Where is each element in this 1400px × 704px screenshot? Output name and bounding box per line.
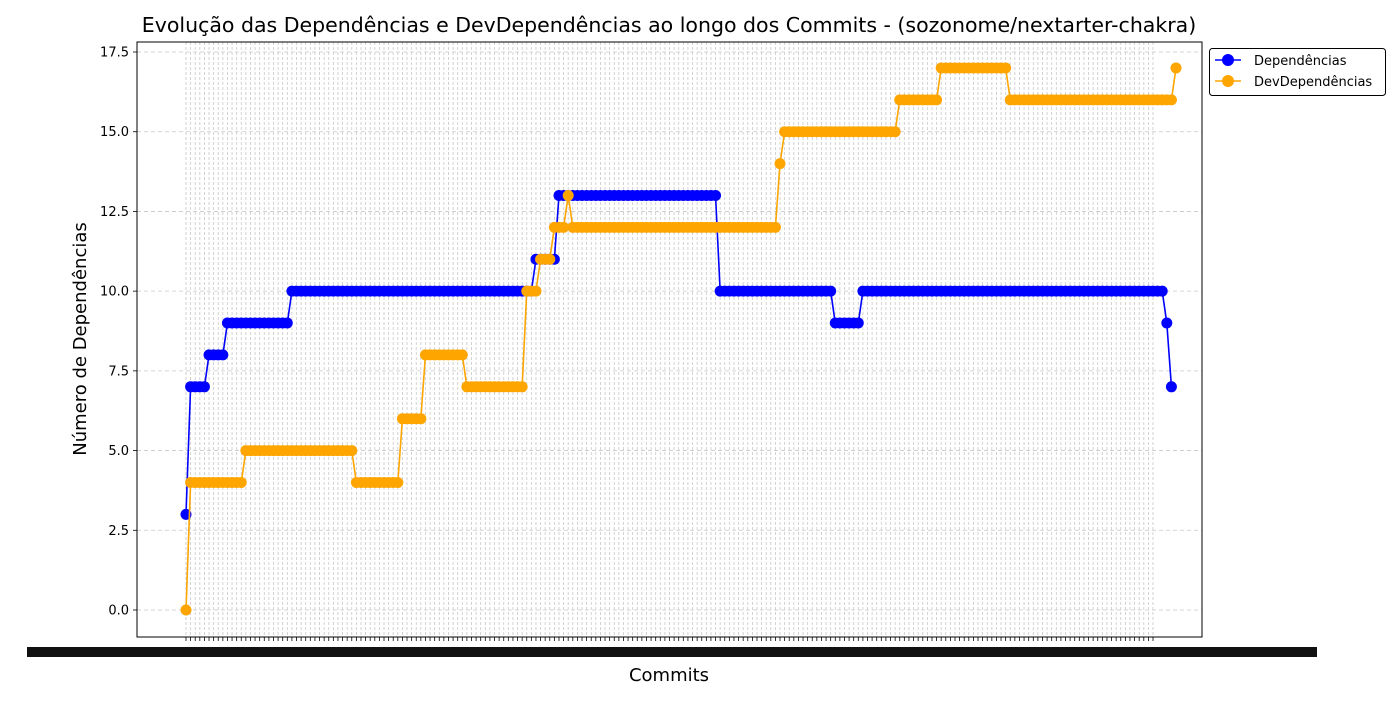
chart-title: Evolução das Dependências e DevDependênc… [142, 13, 1196, 37]
y-tick-label: 2.5 [108, 524, 129, 539]
data-point [217, 349, 229, 361]
data-point [1170, 62, 1182, 74]
data-point [558, 221, 570, 233]
data-point [1156, 285, 1168, 297]
data-point [1161, 317, 1173, 329]
y-axis-label: Número de Dependências [70, 222, 91, 456]
data-point [235, 476, 247, 488]
horizontal-grid [137, 51, 1202, 611]
y-ticks: 0.0 2.5 5.0 7.5 10.0 12.5 15.0 17.5 [100, 46, 137, 619]
legend-marker-dependencias [1222, 54, 1234, 66]
plot-frame [136, 41, 1203, 638]
data-point [1000, 62, 1012, 74]
data-point [769, 221, 781, 233]
series-line [185, 67, 1177, 611]
data-point [516, 381, 528, 393]
legend: Dependências DevDependências [1209, 48, 1386, 96]
legend-marker-devdependencias [1222, 75, 1234, 87]
data-point [180, 604, 192, 616]
data-point [198, 381, 210, 393]
y-tick-label: 10.0 [100, 285, 129, 300]
legend-label-devdependencias: DevDependências [1254, 75, 1372, 90]
y-tick-label: 5.0 [108, 444, 129, 459]
data-point [852, 317, 864, 329]
y-tick-label: 15.0 [100, 125, 129, 140]
data-point [889, 126, 901, 138]
data-point [931, 94, 943, 106]
data-point [774, 158, 786, 170]
series-1 [180, 62, 1182, 616]
data-point [346, 445, 358, 457]
data-point [392, 476, 404, 488]
data-point [1165, 94, 1177, 106]
data-point [456, 349, 468, 361]
data-point [415, 413, 427, 425]
y-tick-label: 12.5 [100, 205, 129, 220]
data-point [710, 189, 722, 201]
vertical-grid [185, 42, 1154, 637]
data-point [544, 253, 556, 265]
x-axis-label: Commits [629, 665, 709, 686]
data-point [530, 285, 542, 297]
y-tick-label: 7.5 [108, 364, 129, 379]
y-tick-label: 17.5 [100, 46, 129, 61]
y-tick-label: 0.0 [108, 604, 129, 619]
series-layer [180, 62, 1182, 616]
data-point [1165, 381, 1177, 393]
legend-label-dependencias: Dependências [1254, 54, 1347, 69]
data-point [562, 189, 574, 201]
series-0 [180, 189, 1177, 520]
x-ticks [27, 637, 1317, 657]
legend-frame [1209, 48, 1386, 96]
x-tick-label-band [27, 647, 1317, 657]
data-point [825, 285, 837, 297]
data-point [281, 317, 293, 329]
